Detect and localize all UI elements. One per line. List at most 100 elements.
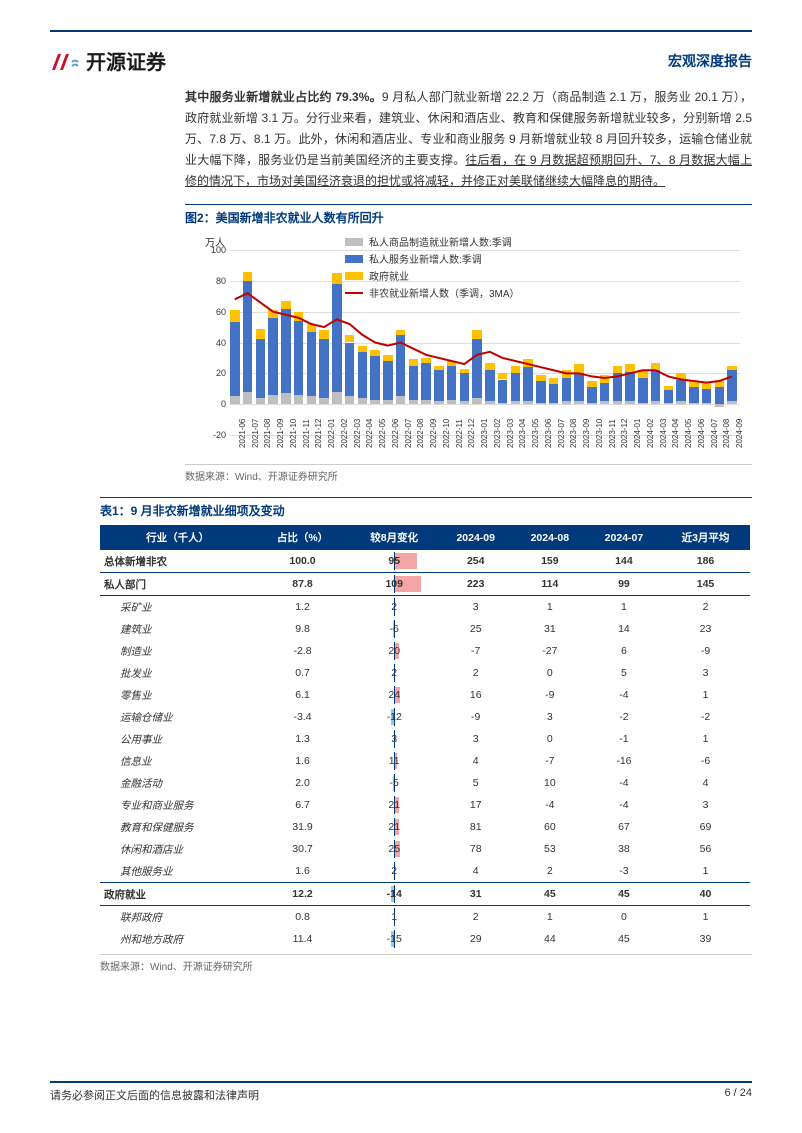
- table-cell: 专业和商业服务: [100, 794, 255, 816]
- chart-xtick: 2024-07: [710, 419, 719, 448]
- table-row: 批发业0.722053: [100, 662, 750, 684]
- table-cell: -2: [587, 706, 661, 728]
- table-cell: 30.7: [255, 838, 350, 860]
- chart-ytick: 80: [202, 276, 226, 286]
- table-cell: 1: [587, 596, 661, 619]
- chart-xtick: 2022-02: [340, 419, 349, 448]
- page-header: 开源证券 宏观深度报告: [50, 40, 752, 75]
- table-cell: -4: [587, 772, 661, 794]
- table-row: 州和地方政府11.4-1529444539: [100, 928, 750, 950]
- table-cell: -9: [661, 640, 750, 662]
- table-cell: 5: [587, 662, 661, 684]
- table-cell: 12.2: [255, 883, 350, 906]
- chart-xtick: 2022-11: [455, 419, 464, 448]
- table-cell: -9: [439, 706, 513, 728]
- legend-swatch: [345, 238, 363, 246]
- table-header-cell: 近3月平均: [661, 525, 750, 550]
- table-cell: 95: [350, 550, 439, 573]
- table1: 行业（千人）占比（%）较8月变化2024-092024-082024-07近3月…: [100, 525, 750, 950]
- indicator-value: 3: [391, 733, 397, 745]
- page-footer: 请务必参阅正文后面的信息披露和法律声明 6 / 24: [50, 1087, 752, 1103]
- report-type: 宏观深度报告: [668, 51, 752, 71]
- chart-xtick: 2022-12: [467, 419, 476, 448]
- table-row: 零售业6.12416-9-41: [100, 684, 750, 706]
- table-cell: -14: [350, 883, 439, 906]
- table-cell: 政府就业: [100, 883, 255, 906]
- chart-xtick: 2022-09: [429, 419, 438, 448]
- table-cell: 3: [439, 596, 513, 619]
- chart-xtick: 2022-01: [327, 419, 336, 448]
- legend-label: 私人商品制造就业新增人数:季调: [369, 234, 512, 249]
- table-cell: 教育和保健服务: [100, 816, 255, 838]
- indicator-value: 25: [388, 843, 400, 855]
- table-cell: 5: [439, 772, 513, 794]
- table-cell: -7: [439, 640, 513, 662]
- table-row: 总体新增非农100.095254159144186: [100, 550, 750, 573]
- chart-xtick: 2024-09: [735, 419, 744, 448]
- chart-ytick: 0: [202, 399, 226, 409]
- table-cell: 21: [350, 816, 439, 838]
- table-cell: 2: [439, 906, 513, 929]
- chart-xtick: 2023-04: [518, 419, 527, 448]
- main-paragraph: 其中服务业新增就业占比约 79.3%。9 月私人部门就业新增 22.2 万（商品…: [185, 87, 752, 192]
- table-cell: -3: [587, 860, 661, 883]
- table-cell: 3: [350, 728, 439, 750]
- table-cell: 56: [661, 838, 750, 860]
- chart-xtick: 2023-09: [582, 419, 591, 448]
- table-cell: 运输仓储业: [100, 706, 255, 728]
- table-cell: 31.9: [255, 816, 350, 838]
- table-cell: 45: [513, 883, 587, 906]
- table-cell: 38: [587, 838, 661, 860]
- table-cell: 2: [513, 860, 587, 883]
- table-cell: 0: [513, 728, 587, 750]
- table-cell: -9: [513, 684, 587, 706]
- top-border: [50, 30, 752, 32]
- indicator-value: 2: [391, 601, 397, 613]
- table-cell: 14: [587, 618, 661, 640]
- table-cell: 采矿业: [100, 596, 255, 619]
- legend-item: 私人商品制造就业新增人数:季调: [345, 234, 520, 249]
- table-cell: 25: [350, 838, 439, 860]
- chart-xtick: 2023-02: [493, 419, 502, 448]
- table-cell: 6.1: [255, 684, 350, 706]
- figure2-chart: 万人 私人商品制造就业新增人数:季调私人服务业新增人数:季调政府就业非农就业新增…: [185, 230, 745, 460]
- table-header-cell: 行业（千人）: [100, 525, 255, 550]
- table-cell: 私人部门: [100, 573, 255, 596]
- table-cell: 0.7: [255, 662, 350, 684]
- indicator-value: -15: [387, 933, 402, 945]
- table-cell: 其他服务业: [100, 860, 255, 883]
- chart-ytick: 100: [202, 245, 226, 255]
- table-cell: 31: [513, 618, 587, 640]
- chart-xtick: 2023-12: [620, 419, 629, 448]
- table-cell: 254: [439, 550, 513, 573]
- indicator-value: 109: [385, 578, 403, 590]
- table-cell: -12: [350, 706, 439, 728]
- table-cell: 223: [439, 573, 513, 596]
- table-cell: 3: [661, 794, 750, 816]
- table-cell: 40: [661, 883, 750, 906]
- chart-xtick: 2022-08: [416, 419, 425, 448]
- table-cell: 186: [661, 550, 750, 573]
- indicator-value: 1: [391, 911, 397, 923]
- table-cell: 67: [587, 816, 661, 838]
- chart-xtick: 2023-11: [608, 419, 617, 448]
- footer-page: 6 / 24: [724, 1087, 752, 1103]
- chart-xtick: 2023-07: [557, 419, 566, 448]
- table-row: 政府就业12.2-1431454540: [100, 883, 750, 906]
- table-cell: 3: [439, 728, 513, 750]
- table-cell: -3.4: [255, 706, 350, 728]
- table-cell: 2: [350, 596, 439, 619]
- table-cell: 州和地方政府: [100, 928, 255, 950]
- table-header-cell: 2024-08: [513, 525, 587, 550]
- table-cell: 联邦政府: [100, 906, 255, 929]
- table-cell: 1: [661, 906, 750, 929]
- table-cell: 3: [661, 662, 750, 684]
- table-row: 制造业-2.820-7-276-9: [100, 640, 750, 662]
- trend-line: [230, 250, 740, 435]
- table-cell: 23: [661, 618, 750, 640]
- table-cell: 4: [439, 750, 513, 772]
- table-cell: 87.8: [255, 573, 350, 596]
- table-cell: 39: [661, 928, 750, 950]
- table-cell: 10: [513, 772, 587, 794]
- indicator-value: 21: [388, 821, 400, 833]
